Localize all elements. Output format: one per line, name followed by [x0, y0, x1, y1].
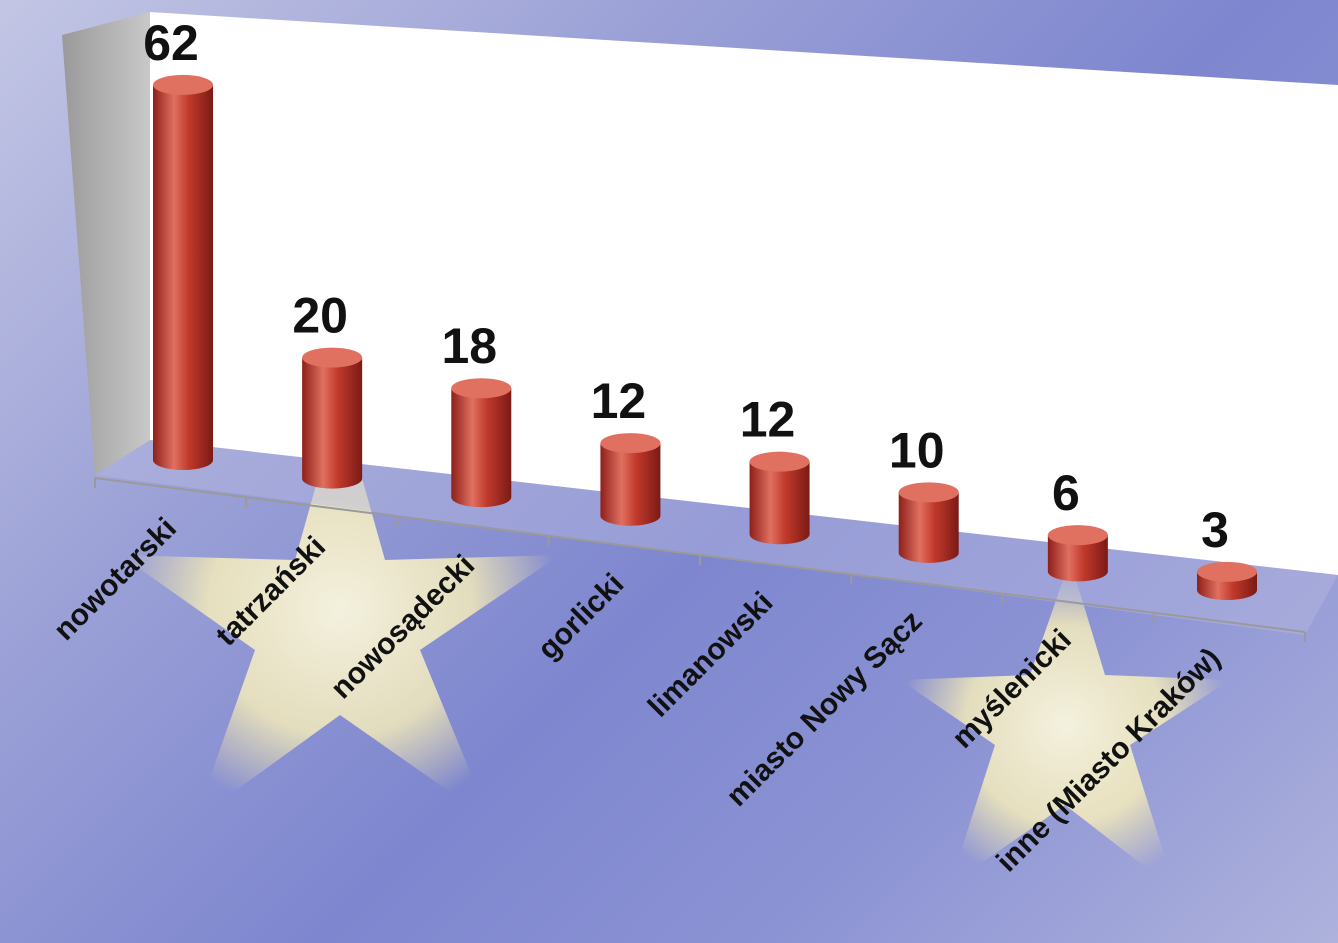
bar	[302, 347, 363, 489]
star-decoration-right	[900, 560, 1230, 890]
bar	[1047, 525, 1108, 582]
bar-top	[451, 378, 512, 399]
value-label: 6	[1052, 465, 1080, 521]
value-label: 10	[889, 422, 945, 478]
bar	[1197, 561, 1257, 600]
bar-top	[1047, 525, 1108, 546]
side-wall	[62, 12, 150, 475]
bar-body	[749, 461, 810, 545]
bar-top	[898, 482, 959, 503]
bar-body	[898, 492, 959, 563]
category-label: gorlicki	[532, 567, 631, 666]
bar	[153, 74, 213, 471]
value-label: 12	[740, 392, 796, 448]
bar	[749, 451, 810, 545]
value-label: 62	[143, 15, 199, 71]
bar-body	[1047, 535, 1108, 582]
bar-body	[302, 357, 363, 489]
x-axis-ticks	[94, 478, 1306, 642]
bar	[600, 433, 661, 526]
value-label: 18	[441, 318, 497, 374]
back-wall	[150, 12, 1338, 575]
value-labels: 62 20 18 12 12 10 6 3	[143, 15, 1229, 558]
value-label: 20	[292, 288, 348, 344]
background-decoration	[120, 400, 1230, 890]
bar-top	[1197, 561, 1257, 582]
bar-top	[302, 347, 363, 368]
bars	[153, 74, 1257, 600]
floor	[95, 440, 1338, 635]
bar-body	[600, 443, 661, 526]
bar-top	[749, 451, 810, 472]
category-label: limanowski	[642, 586, 780, 724]
bar	[898, 482, 959, 563]
plot-area	[62, 12, 1338, 635]
star-decoration-left	[120, 400, 560, 820]
bar	[451, 378, 512, 508]
bar-top	[153, 74, 213, 95]
bar-body	[153, 84, 213, 471]
bar-body	[451, 388, 512, 508]
bar-top	[600, 433, 661, 454]
value-label: 3	[1201, 502, 1229, 558]
value-label: 12	[591, 373, 647, 429]
